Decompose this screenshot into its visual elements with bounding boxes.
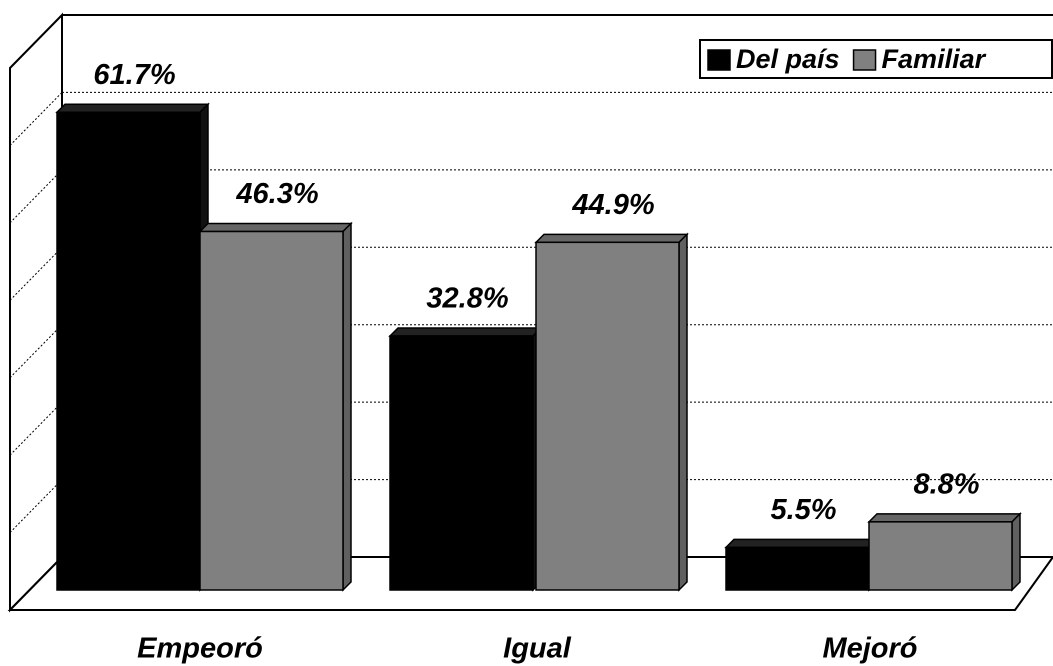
value-label: 5.5%	[770, 494, 836, 526]
side-grid-line	[9, 169, 63, 224]
bar	[535, 241, 680, 591]
side-grid-line	[9, 324, 63, 379]
value-label: 61.7%	[93, 59, 175, 91]
bar	[56, 111, 201, 591]
side-grid-line	[9, 401, 63, 456]
bar-side	[342, 221, 352, 592]
bar-top	[724, 538, 879, 549]
bar-side	[678, 232, 688, 592]
bar-top	[867, 513, 1022, 523]
legend-label: Del país	[736, 44, 840, 74]
bar-top	[534, 233, 689, 244]
bar-side	[1011, 512, 1021, 592]
bar	[199, 230, 344, 591]
value-label: 44.9%	[571, 189, 654, 221]
x-tick-label: Igual	[503, 633, 572, 665]
side-grid-line	[9, 479, 63, 533]
bar	[868, 521, 1013, 591]
x-tick-label: Empeoró	[137, 633, 263, 665]
bar-top	[388, 327, 543, 337]
bar	[725, 546, 870, 591]
legend-label: Familiar	[882, 44, 987, 74]
legend-swatch	[707, 49, 731, 71]
bar-top	[55, 103, 210, 114]
x-tick-label: Mejoró	[822, 633, 917, 665]
value-label: 8.8%	[913, 469, 979, 501]
value-label: 46.3%	[235, 178, 318, 210]
side-grid-line	[9, 246, 63, 301]
side-grid-line	[9, 92, 63, 146]
value-label: 32.8%	[426, 283, 508, 315]
bar-top	[198, 222, 353, 233]
bar	[389, 335, 534, 591]
side-wall	[9, 12, 63, 613]
legend-swatch	[852, 49, 877, 71]
